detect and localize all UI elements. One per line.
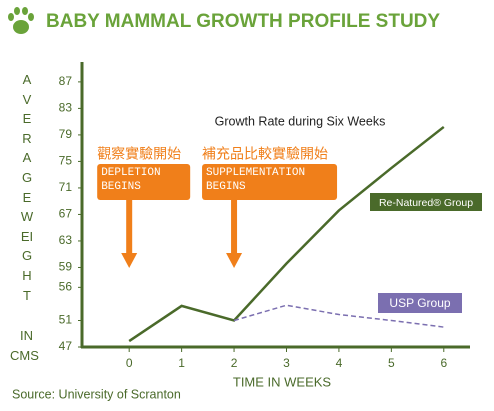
x-axis-label: TIME IN WEEKS [233,374,332,389]
y-tick-label: 87 [59,74,73,88]
y-unit: IN [20,328,33,343]
annotation-title: 觀察實驗開始 [97,146,181,162]
arrow-shaft [126,200,133,255]
annotation-box [202,164,338,200]
annotation-wrap: SUPPLEMENTATION BEGINS [206,167,306,193]
y-tick-label: 51 [59,313,73,327]
x-tick-label: 0 [126,356,133,370]
y-tick-label: 59 [59,260,73,274]
paw-icon [8,7,34,34]
y-tick-label: 67 [59,207,73,221]
source: Source: University of Scranton [12,387,181,401]
annotation-text: SUPPLEMENTATION BEGINS [206,167,306,193]
x-tick-label: 4 [336,356,343,370]
legend-box [378,293,462,313]
annotation-wrap: DEPLETION BEGINS [101,167,161,193]
annotation-text: DEPLETION BEGINS [101,167,161,193]
y-tick-label: 47 [59,339,73,353]
series-line [128,125,445,343]
arrow-head [121,253,138,268]
y-tick-label: 71 [59,180,73,194]
y-tick-label: 83 [59,101,73,115]
x-tick-label: 2 [231,356,238,370]
legend-box [370,193,482,211]
annotation-title: 補充品比較實驗開始 [202,146,328,162]
arrow-shaft [231,200,238,255]
y-unit: CMS [10,348,39,363]
legend-label: USP Group [389,296,450,310]
annotation-box [97,164,191,200]
series-line [233,304,444,328]
legend-label: Re-Natured® Group [379,197,473,209]
y-tick-label: 63 [59,233,73,247]
y-tick-label: 75 [59,154,73,168]
y-axis-label: AVERAGEWEIGHT [20,72,34,303]
x-tick-label: 3 [283,356,290,370]
x-tick-label: 1 [178,356,185,370]
arrow-head [226,253,243,268]
chart-title: BABY MAMMAL GROWTH PROFILE STUDY [46,11,440,32]
chart-subtitle: Growth Rate during Six Weeks [215,114,386,128]
y-tick-label: 56 [59,280,73,294]
y-tick-label: 79 [59,127,73,141]
x-tick-label: 6 [440,356,447,370]
x-tick-label: 5 [388,356,395,370]
